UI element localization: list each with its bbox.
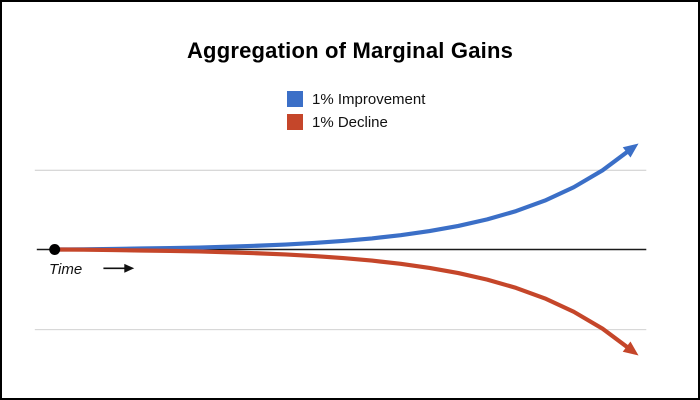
start-point-marker xyxy=(49,244,61,255)
legend-item-improvement: 1% Improvement xyxy=(287,90,426,108)
legend-label-improvement: 1% Improvement xyxy=(312,90,426,108)
improvement-curve xyxy=(52,146,634,252)
chart-title: Aggregation of Marginal Gains xyxy=(186,38,514,63)
legend-swatch-decline xyxy=(287,114,303,130)
legend-item-decline: 1% Decline xyxy=(287,113,425,131)
time-arrow xyxy=(103,263,135,273)
time-axis-label: Time xyxy=(49,261,83,278)
decline-curve xyxy=(52,247,634,353)
legend-swatch-improvement xyxy=(287,91,303,107)
improvement-arrowhead xyxy=(622,143,639,158)
legend: 1% Improvement 1% Decline xyxy=(287,90,426,131)
series-layer xyxy=(52,143,639,356)
decline-arrowhead xyxy=(622,341,639,356)
legend-label-decline: 1% Decline xyxy=(312,113,388,131)
